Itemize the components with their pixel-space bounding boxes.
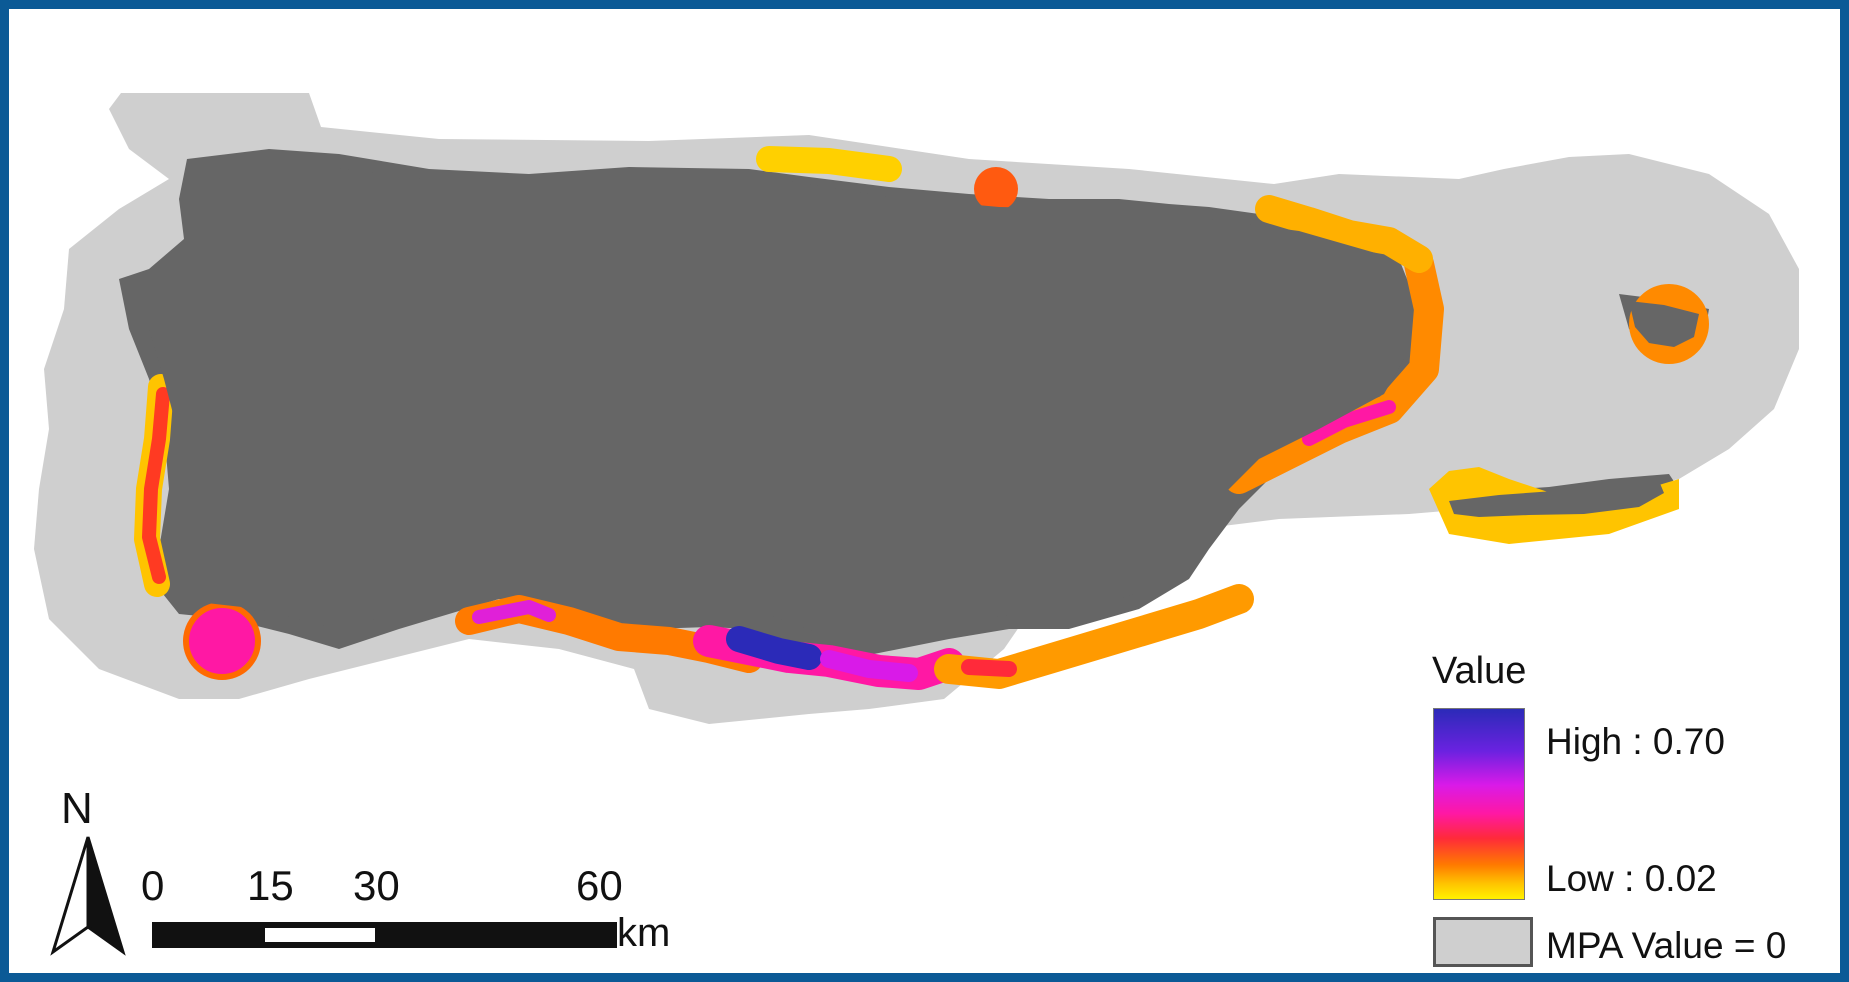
scale-tick-60: 60 (576, 862, 623, 909)
legend-mpa-label: MPA Value = 0 (1546, 925, 1787, 966)
legend-color-ramp (1433, 708, 1525, 900)
north-label: N (61, 784, 93, 833)
legend-title: Value (1432, 650, 1527, 692)
scale-unit-label: km (617, 911, 671, 955)
north-arrow-icon (50, 836, 126, 956)
legend-mpa-swatch (1433, 917, 1533, 967)
map-frame: Value High : 0.70 Low : 0.02 MPA Value =… (9, 9, 1840, 973)
scale-tick-30: 30 (353, 862, 400, 909)
scale-tick-0: 0 (141, 862, 165, 909)
value-bands (134, 146, 1709, 690)
legend-low-label: Low : 0.02 (1546, 858, 1717, 899)
map-canvas (34, 93, 1799, 724)
legend-high-label: High : 0.70 (1546, 721, 1725, 762)
scale-tick-15: 15 (247, 862, 294, 909)
scale-bar (152, 922, 617, 948)
